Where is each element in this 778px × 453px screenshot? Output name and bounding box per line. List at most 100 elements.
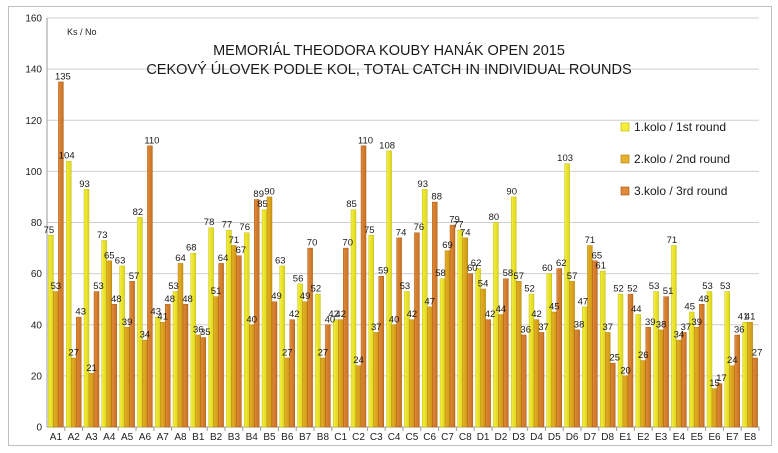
bar-D8-round-3 — [610, 362, 616, 428]
bar-B8-round-2 — [320, 357, 326, 428]
data-label: 26 — [638, 350, 649, 361]
bar-A5-round-2 — [124, 327, 130, 428]
data-label: 39 — [122, 317, 133, 328]
data-label: 59 — [378, 266, 389, 277]
bar-A1-round-3 — [58, 81, 64, 428]
data-label: 85 — [257, 199, 268, 210]
data-label: 51 — [211, 286, 222, 297]
x-tick-label: C2 — [352, 432, 365, 443]
x-tick-label: E4 — [673, 432, 686, 443]
x-tick-label: A1 — [50, 432, 63, 443]
data-label: 64 — [175, 253, 186, 264]
data-label: 27 — [318, 347, 329, 358]
x-tick-label: C1 — [334, 432, 347, 443]
bar-E8-round-1 — [742, 321, 748, 428]
data-label: 44 — [496, 304, 507, 315]
data-label: 36 — [193, 324, 204, 335]
bar-E6-round-2 — [711, 388, 718, 428]
bar-B5-round-1 — [261, 209, 268, 428]
data-label: 58 — [503, 268, 514, 279]
bar-A7-round-2 — [159, 321, 166, 428]
bar-E2-round-3 — [645, 327, 651, 428]
x-tick-label: C8 — [459, 432, 472, 443]
data-label: 51 — [663, 286, 674, 297]
x-tick-label: B1 — [192, 432, 205, 443]
data-label: 38 — [656, 319, 667, 330]
bar-C6-round-3 — [432, 201, 438, 428]
bar-D2-round-3 — [503, 278, 509, 428]
data-label: 71 — [585, 235, 596, 246]
data-label: 65 — [592, 250, 603, 261]
data-label: 71 — [229, 235, 240, 246]
data-label: 53 — [168, 281, 179, 292]
bar-D5-round-1 — [546, 273, 552, 428]
data-label: 40 — [389, 314, 400, 325]
x-tick-label: C6 — [423, 432, 436, 443]
bar-B2-round-2 — [213, 296, 219, 428]
bars — [48, 81, 758, 428]
x-tick-label: A3 — [85, 432, 98, 443]
data-label: 45 — [684, 301, 695, 312]
data-label: 42 — [485, 309, 496, 320]
data-label: 48 — [698, 294, 709, 305]
bar-A3-round-1 — [83, 189, 90, 428]
data-label: 37 — [602, 322, 613, 333]
x-tick-label: E2 — [637, 432, 650, 443]
x-tick-label: D2 — [495, 432, 508, 443]
bar-E5-round-2 — [694, 327, 700, 428]
bar-C2-round-3 — [360, 145, 367, 428]
bar-A5-round-3 — [129, 281, 135, 428]
bar-C1-round-1 — [333, 319, 339, 428]
data-label: 93 — [417, 179, 428, 190]
data-label: 41 — [157, 312, 168, 323]
data-label: 67 — [236, 245, 247, 256]
bar-D6-round-2 — [569, 281, 575, 428]
data-label: 41 — [738, 312, 749, 323]
x-tick-label: A4 — [103, 432, 116, 443]
data-label: 110 — [144, 135, 159, 146]
data-label: 47 — [578, 296, 589, 307]
data-label: 61 — [595, 261, 606, 272]
legend-swatch — [620, 154, 630, 164]
data-label: 53 — [720, 281, 731, 292]
bar-C3-round-2 — [373, 332, 379, 428]
bar-B7-round-1 — [297, 283, 303, 428]
data-label: 58 — [435, 268, 446, 279]
data-label: 42 — [531, 309, 542, 320]
bar-D3-round-3 — [521, 334, 527, 428]
data-label: 60 — [467, 263, 478, 274]
bar-D4-round-3 — [538, 332, 545, 428]
data-label: 104 — [59, 151, 75, 162]
data-label: 53 — [702, 281, 713, 292]
legend-entry: 1.kolo / 1st round — [634, 120, 726, 134]
data-label: 49 — [271, 291, 282, 302]
bar-B1-round-1 — [190, 252, 197, 428]
x-tick-label: C4 — [388, 432, 401, 443]
data-label: 43 — [150, 307, 161, 318]
data-label: 60 — [542, 263, 553, 274]
bar-D3-round-1 — [511, 196, 517, 428]
x-tick-label: A2 — [68, 432, 81, 443]
data-label: 78 — [204, 217, 215, 228]
data-label: 20 — [620, 365, 631, 376]
data-label: 52 — [613, 284, 624, 295]
bar-C7-round-1 — [439, 278, 446, 428]
bar-B1-round-3 — [200, 337, 207, 428]
bar-C4-round-2 — [391, 324, 397, 428]
bar-E4-round-3 — [681, 332, 687, 428]
bar-A1-round-1 — [48, 235, 54, 428]
x-tick-label: B5 — [263, 432, 276, 443]
bar-D2-round-2 — [498, 314, 504, 428]
bar-B3-round-2 — [231, 245, 237, 428]
bar-A3-round-3 — [93, 291, 100, 428]
bar-E3-round-1 — [653, 291, 659, 428]
data-label: 42 — [289, 309, 300, 320]
bar-D5-round-3 — [556, 268, 562, 428]
data-label: 53 — [51, 281, 62, 292]
bar-B5-round-3 — [271, 301, 278, 428]
x-tick-label: E1 — [619, 432, 632, 443]
y-tick-label: 160 — [25, 14, 42, 25]
y-tick-label: 60 — [31, 269, 43, 280]
y-tick-label: 100 — [25, 167, 42, 178]
data-label: 24 — [353, 355, 364, 366]
